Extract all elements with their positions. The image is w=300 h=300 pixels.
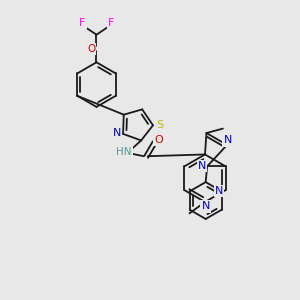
Text: O: O xyxy=(154,135,163,145)
Text: N: N xyxy=(113,128,121,138)
Text: F: F xyxy=(108,18,115,28)
Text: N: N xyxy=(198,161,206,171)
Text: O: O xyxy=(87,44,95,54)
Text: N: N xyxy=(224,136,232,146)
Text: F: F xyxy=(79,18,86,28)
Text: S: S xyxy=(156,120,163,130)
Text: N: N xyxy=(201,202,210,212)
Text: HN: HN xyxy=(116,147,132,157)
Text: N: N xyxy=(215,186,223,196)
